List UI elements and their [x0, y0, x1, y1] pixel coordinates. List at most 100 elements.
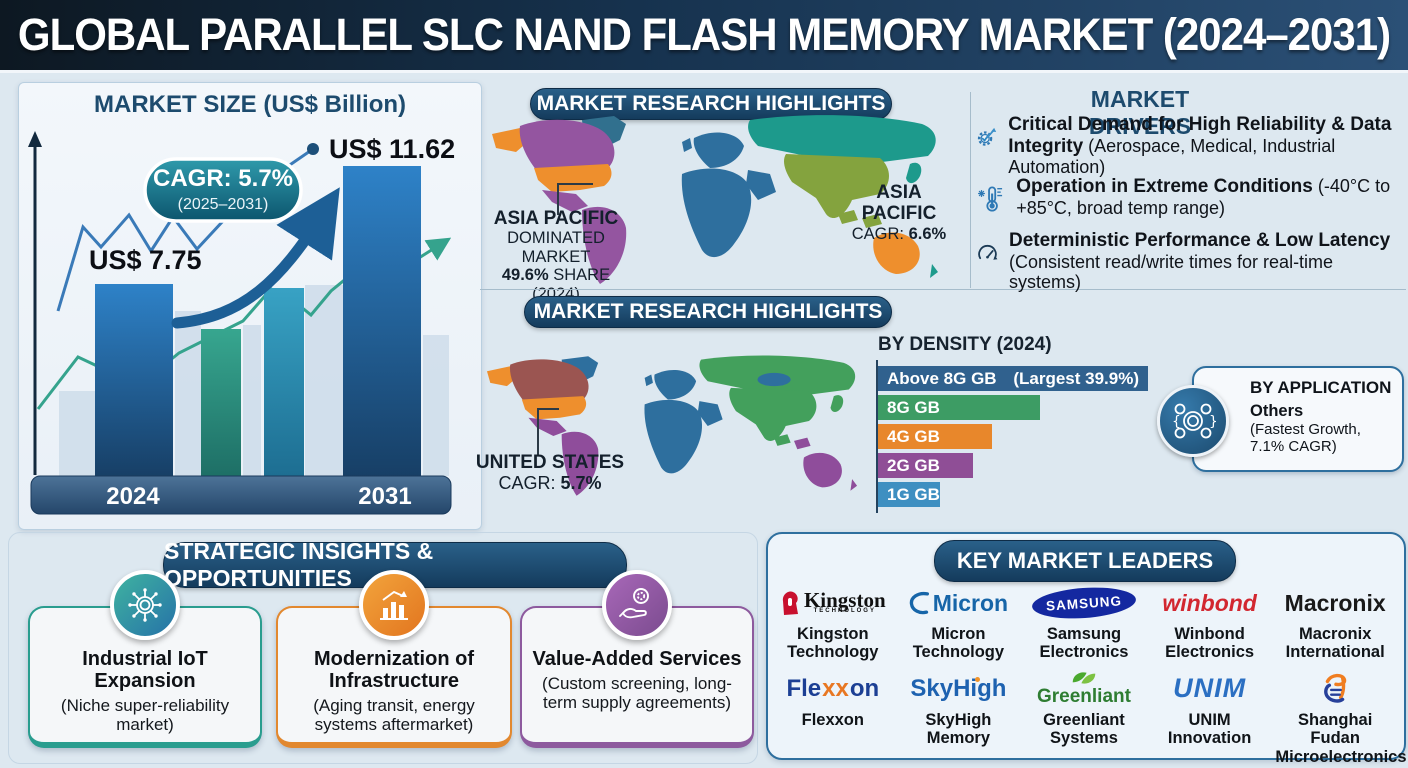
- leader-name: SkyHigh Memory: [925, 710, 992, 748]
- x-label-2031: 2031: [358, 483, 411, 510]
- driver-item-performance: Deterministic Performance & Low Latency …: [976, 230, 1402, 293]
- svg-text:{: {: [1172, 414, 1181, 430]
- bar-2024: [95, 284, 173, 476]
- world-map-regions-top: [492, 115, 938, 284]
- kingston-head-icon: [782, 591, 798, 615]
- strategic-card-iot: Industrial IoT Expansion (Niche super-re…: [28, 606, 262, 748]
- growth-arrow: [171, 187, 340, 329]
- leader-name: Flexxon: [801, 710, 864, 729]
- by-application-box: BY APPLICATION Others (Fastest Growth, 7…: [1192, 366, 1404, 472]
- highlights-bottom-header: MARKET RESEARCH HIGHLIGHTS: [524, 296, 892, 328]
- highlights-top-header-label: MARKET RESEARCH HIGHLIGHTS: [536, 92, 886, 115]
- leader-samsung: SAMSUNG Samsung Electronics: [1021, 584, 1147, 662]
- by-application-note1: (Fastest Growth,: [1250, 420, 1361, 438]
- apac-cagr-line1: ASIA PACIFIC: [861, 182, 937, 225]
- vertical-divider: [970, 92, 971, 288]
- svg-text:}: }: [1209, 414, 1216, 430]
- card-title: Modernization of Infrastructure: [314, 648, 474, 692]
- micron-logo: Micron: [899, 584, 1019, 622]
- fudan-monogram-icon: [1324, 673, 1347, 703]
- by-application-value: Others: [1250, 401, 1304, 420]
- density-bar-2g: 2G GB: [878, 453, 973, 478]
- leader-fudan: Shanghai Fudan Microelectronics: [1272, 670, 1407, 766]
- density-bar-8g: 8G GB: [878, 395, 1040, 420]
- density-bar-4g: 4G GB: [878, 424, 992, 449]
- leader-name: Greenliant Systems: [1043, 710, 1125, 748]
- bar-mid-green: [201, 329, 241, 476]
- greenliant-leaf-icon: [1072, 672, 1096, 684]
- density-chart-title: BY DENSITY (2024): [878, 334, 1052, 355]
- by-application-title: BY APPLICATION: [1250, 378, 1392, 397]
- winbond-logo: winbond: [1162, 589, 1257, 616]
- skyhigh-logo: SkyHigh: [910, 674, 1007, 702]
- leader-name: Samsung Electronics: [1039, 625, 1129, 662]
- leaders-grid: Kingston TECHNOLOGY Kingston Technology …: [770, 584, 1407, 768]
- strategic-section-border: [8, 532, 758, 764]
- leader-name: Macronix International: [1285, 625, 1385, 662]
- density-bar-above-8g: Above 8G GB (Largest 39.9%): [878, 366, 1148, 391]
- samsung-logo: SAMSUNG: [1024, 584, 1144, 622]
- x-axis-band: [30, 475, 452, 515]
- leader-name: Micron Technology: [912, 625, 1005, 662]
- page-title: GLOBAL PARALLEL SLC NAND FLASH MEMORY MA…: [17, 9, 1391, 60]
- apac-cagr-line2: CAGR: 6.6%: [851, 224, 947, 243]
- us-label-line1: UNITED STATES: [475, 452, 625, 473]
- leader-greenliant: Greenliant Greenliant Systems: [1021, 670, 1147, 766]
- density-bar-label: 2G GB: [887, 455, 940, 475]
- horizontal-divider: [480, 289, 1406, 290]
- market-size-bar-chart: 2024 2031 US$ 7.75 US$ 11.62 CAGR: 5.7% …: [28, 131, 455, 515]
- value-services-icon: [602, 570, 672, 640]
- world-map-regions-bottom: [486, 355, 858, 496]
- density-bar-1g: 1G GB: [878, 482, 940, 507]
- apac-share-line3: 49.6% SHARE: [501, 266, 611, 285]
- card-subtitle: (Aging transit, energy systems aftermark…: [313, 696, 475, 734]
- gauge-icon: [978, 245, 998, 260]
- density-bar-label: Above 8G GB: [887, 368, 997, 388]
- leader-macronix: Macronix Macronix International: [1272, 584, 1398, 662]
- x-label-2024: 2024: [106, 483, 160, 510]
- cagr-period: (2025–2031): [178, 196, 269, 213]
- unim-logo: UNIM: [1173, 673, 1247, 704]
- bar-2031: [343, 166, 421, 476]
- skyhigh-orange-dot: [975, 676, 981, 682]
- macronix-logo: Macronix: [1284, 589, 1386, 616]
- apac-share-line1: ASIA PACIFIC: [493, 208, 619, 229]
- leaders-header: KEY MARKET LEADERS: [934, 540, 1236, 582]
- y-axis-arrowhead: [28, 131, 42, 147]
- driver-text-extreme-conditions: Operation in Extreme Conditions (-40°C t…: [1016, 176, 1391, 218]
- card-subtitle: (Custom screening, long-term supply agre…: [542, 674, 732, 712]
- highlights-bottom-header-label: MARKET RESEARCH HIGHLIGHTS: [533, 300, 883, 323]
- leaders-header-label: KEY MARKET LEADERS: [956, 548, 1214, 573]
- by-application-note2: 7.1% CAGR): [1250, 437, 1337, 455]
- gear-check-icon: [977, 127, 997, 146]
- bar-mid-teal: [264, 288, 304, 476]
- us-label-line2: CAGR: 5.7%: [498, 473, 602, 494]
- strategic-card-services: Value-Added Services (Custom screening, …: [520, 606, 754, 748]
- thermometer-icon: [978, 186, 1003, 212]
- apac-share-leader-line: [557, 183, 593, 215]
- leader-name: UNIM Innovation: [1167, 710, 1252, 748]
- density-bar-label: 8G GB: [887, 397, 940, 417]
- flexxon-logo: Fle xx on: [786, 674, 880, 702]
- driver-item-extreme-conditions: Operation in Extreme Conditions (-40°C t…: [976, 176, 1402, 222]
- growth-chart-icon: [359, 570, 429, 640]
- cagr-value: CAGR: 5.7%: [153, 165, 293, 192]
- leader-micron: Micron Micron Technology: [896, 584, 1022, 662]
- card-title: Industrial IoT Expansion: [82, 648, 208, 692]
- cagr-badge: CAGR: 5.7% (2025–2031): [143, 157, 303, 223]
- leader-unim: UNIM UNIM Innovation: [1147, 670, 1273, 766]
- leader-name: Winbond Electronics: [1165, 625, 1255, 662]
- driver-item-reliability: Critical Demand for High Reliability & D…: [976, 114, 1402, 178]
- driver-text-reliability: Critical Demand for High Reliability & D…: [1008, 114, 1392, 178]
- us-cagr-label: UNITED STATES CAGR: 5.7%: [466, 452, 634, 493]
- density-axis-line: [876, 360, 878, 513]
- line-end-dot: [307, 143, 319, 155]
- title-bar: GLOBAL PARALLEL SLC NAND FLASH MEMORY MA…: [0, 0, 1408, 73]
- market-drivers-title: MARKET DRIVERS: [1088, 86, 1192, 139]
- strategic-header: STRATEGIC INSIGHTS & OPPORTUNITIES: [163, 538, 627, 591]
- greenliant-logo: Greenliant: [1024, 670, 1144, 708]
- strategic-header-label: STRATEGIC INSIGHTS & OPPORTUNITIES: [164, 538, 434, 591]
- leader-name: Shanghai Fudan Microelectronics: [1275, 710, 1407, 766]
- density-bar-label: 4G GB: [887, 426, 940, 446]
